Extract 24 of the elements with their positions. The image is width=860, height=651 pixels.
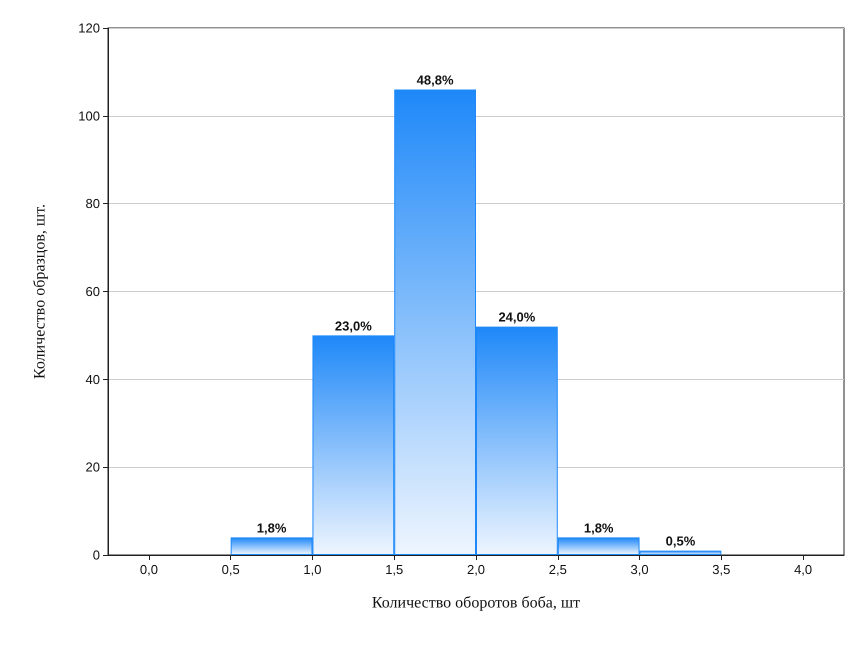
x-tick-label: 2,0 [466, 562, 486, 577]
x-tick-label: 1,0 [303, 562, 322, 577]
annotation: 1,8% [584, 520, 614, 536]
annotation: 0,5% [666, 534, 696, 549]
y-tick-label: 0 [92, 548, 100, 562]
x-tick-label: 1,5 [385, 562, 404, 577]
x-tick-label: 2,5 [548, 562, 567, 577]
x-tick-label: 0,0 [140, 562, 158, 577]
y-tick-label: 120 [78, 20, 100, 36]
annotation: 48,8% [416, 72, 454, 88]
y-tick-label: 100 [78, 108, 100, 124]
annotation: 24,0% [498, 310, 536, 325]
x-tick-label: 4,0 [794, 562, 812, 577]
y-axis-title: Количество образцов, шт. [32, 204, 48, 380]
y-tick-label: 20 [86, 460, 100, 475]
y-tick-label: 60 [86, 284, 100, 299]
annotation: 1,8% [256, 520, 287, 536]
y-tick-label: 40 [86, 372, 100, 387]
y-tick-label: 80 [86, 196, 100, 212]
annotation: 23,0% [334, 318, 372, 334]
x-tick-label: 3,0 [630, 562, 649, 577]
x-axis-title: Количество оборотов боба, шт [372, 594, 580, 612]
x-tick-label: 0,5 [222, 562, 240, 577]
x-tick-label: 3,5 [712, 562, 730, 577]
